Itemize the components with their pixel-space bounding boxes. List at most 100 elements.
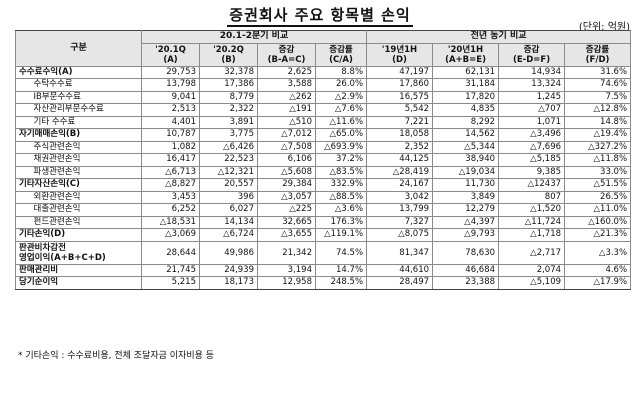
row-label: IB부문수수료 [29,90,142,104]
row-label: 주식관련손익 [29,140,142,154]
row-value: △4,397 [432,215,500,229]
row-value: △119.1% [314,228,368,242]
header-col-label: '20.2Q [213,44,244,55]
row-value: 24,939 [199,263,258,277]
row-value: 44,610 [366,263,434,277]
row-label: 기타자산손익(C) [15,178,142,192]
row-value: △1,718 [498,228,566,242]
header-col: '20년1H (A+B=E) [432,42,500,67]
table-row: 채권관련손익 16,417 22,523 6,106 37.2% 44,125 38,940… [15,153,632,167]
row-value: 12,279 [432,203,500,217]
table-row: 수수료수익(A) 29,753 32,378 2,625 8.8% 47,197 62,13… [15,65,632,79]
row-value: 9,041 [141,90,200,104]
row-value: 8,779 [199,90,258,104]
row-label: 판매관리비 [15,263,142,277]
row-value: 29,384 [257,178,316,192]
row-value: △88.5% [314,190,368,204]
header-col-formula: (F/D) [585,54,610,65]
row-value: 17,386 [199,78,258,92]
row-value: △8,075 [366,228,434,242]
row-value: △327.2% [564,140,632,154]
header-col-label: '20년1H [447,44,484,55]
row-value: 396 [199,190,258,204]
table-row: 외환관련손익 3,453 396 △3,057 △88.5% 3,042 3,849 807 2… [15,190,632,204]
row-value: 20,557 [199,178,258,192]
row-value: 5,215 [141,276,200,290]
row-label: 파생관련손익 [29,165,142,179]
row-value: △3,496 [498,128,566,142]
row-value: 33.0% [564,165,632,179]
row-value: 17,820 [432,90,500,104]
row-value: △18,531 [141,215,200,229]
table-row: 대출관련손익 6,252 6,027 △225 △3.6% 13,799 12,279 △1,… [15,203,632,217]
row-value: 12,958 [257,276,316,290]
row-value: △51.5% [564,178,632,192]
row-value: 13,798 [141,78,200,92]
table-row: IB부문수수료 9,041 8,779 △262 △2.9% 16,575 17,820 1,… [15,90,632,104]
row-label: 자산관리부문수수료 [29,103,142,117]
table-row: 자산관리부문수수료 2,513 2,322 △191 △7.6% 5,542 4,835 △7… [15,103,632,117]
row-value: 3,042 [366,190,434,204]
row-value: △5,608 [257,165,316,179]
row-value: △7,696 [498,140,566,154]
row-value: 6,252 [141,203,200,217]
row-label: 자기매매손익(B) [15,128,142,142]
row-value: 38,940 [432,153,500,167]
row-value: △12,321 [199,165,258,179]
header-col-formula: (B) [221,54,236,65]
row-value: △5,185 [498,153,566,167]
row-value: △6,426 [199,140,258,154]
row-value: △7,012 [257,128,316,142]
row-indent [15,215,30,229]
row-value: 4,835 [432,103,500,117]
header-col-label: 증감률 [585,44,610,55]
row-value: △11.6% [314,115,368,129]
row-value: 9,385 [498,165,566,179]
row-value: 14,934 [498,65,566,79]
header-col: '20.2Q (B) [199,42,258,67]
row-value: △11.0% [564,203,632,217]
row-value: △7.6% [314,103,368,117]
row-label: 기타손익(D) [15,228,142,242]
header-col: 증감 (B-A=C) [257,42,316,67]
row-value: △3.6% [314,203,368,217]
row-value: 3,194 [257,263,316,277]
table-row: 기타 수수료 4,401 3,891 △510 △11.6% 7,221 8,292 1,07… [15,115,632,129]
header-col-formula: (B-A=C) [267,54,306,65]
row-label: 수탁수수료 [29,78,142,92]
row-value: 14.8% [564,115,632,129]
row-indent [15,190,30,204]
row-value: 11,730 [432,178,500,192]
header-col: 증감률 (C/A) [314,42,368,67]
table-row: 펀드관련손익 △18,531 14,134 32,665 176.3% 7,327 △4,3… [15,215,632,229]
row-value: 2,074 [498,263,566,277]
row-value: 26.0% [314,78,368,92]
row-value: 1,245 [498,90,566,104]
row-value: 32,378 [199,65,258,79]
table-row: 수탁수수료 13,798 17,386 3,588 26.0% 17,860 31,184 1… [15,78,632,92]
row-value: △160.0% [564,215,632,229]
row-value: 8.8% [314,65,368,79]
row-value: 22,523 [199,153,258,167]
row-value: 49,986 [199,240,258,265]
row-value: △19.4% [564,128,632,142]
row-value: 46,684 [432,263,500,277]
row-value: 1,082 [141,140,200,154]
row-value: 29,753 [141,65,200,79]
row-value: 13,799 [366,203,434,217]
row-indent [15,103,30,117]
header-group-yoy: 전년 동기 비교 [366,30,632,44]
row-value: 807 [498,190,566,204]
footnote: * 기타손익 : 수수료비용, 전체 조달자금 이자비용 등 [18,351,215,361]
row-value: △2,717 [498,240,566,265]
row-label: 기타 수수료 [29,115,142,129]
row-value: 2,625 [257,65,316,79]
row-value: 17,860 [366,78,434,92]
table-row: 판관비차감전 영업이익(A+B+C+D) 28,644 49,986 21,342 74… [15,240,632,265]
row-value: 3,891 [199,115,258,129]
header-col: 증감률 (F/D) [564,42,632,67]
row-value: 6,027 [199,203,258,217]
row-indent [15,90,30,104]
row-value: △7,508 [257,140,316,154]
row-value: 332.9% [314,178,368,192]
